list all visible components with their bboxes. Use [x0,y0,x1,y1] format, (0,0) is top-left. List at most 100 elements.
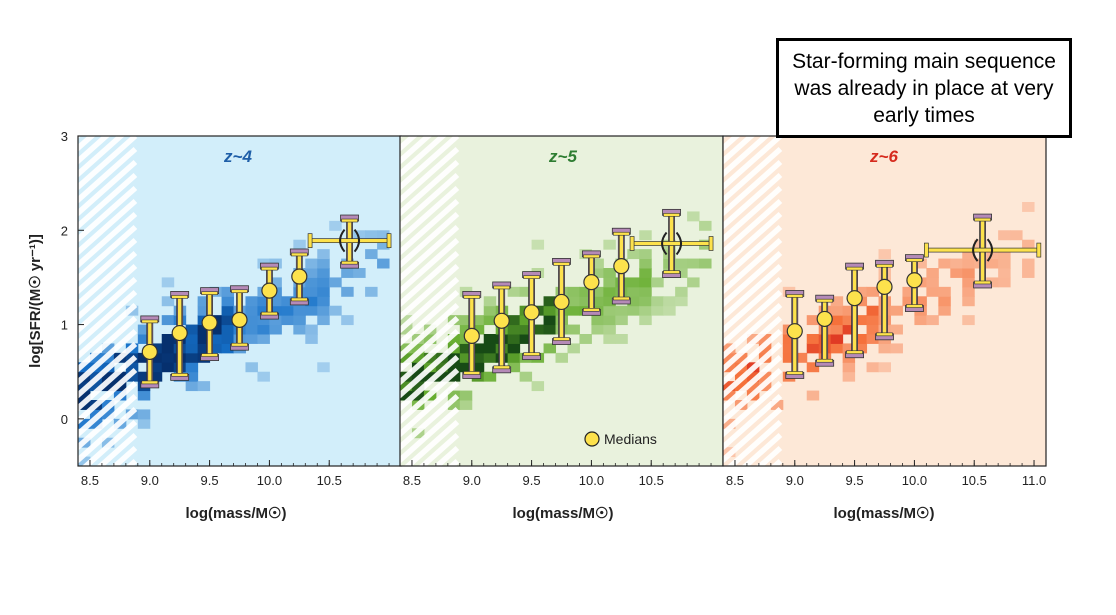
legend: Medians [584,431,657,447]
density-cell [723,418,736,429]
x-error-cap [1036,242,1042,258]
density-cell [639,268,652,278]
density-cell [675,268,688,278]
error-cap-inner [291,297,308,302]
y-ticks: 0 1 2 3 [61,129,84,427]
x-error-bar [631,241,712,246]
error-cap-inner [583,254,600,259]
hatch-stripe [403,419,460,466]
density-cell [471,324,485,335]
error-cap-inner [231,342,248,347]
density-cell [483,296,497,307]
hatch-stripe [770,458,783,466]
error-cap-inner [141,319,159,324]
median-point [785,290,805,379]
hatch-stripe [390,0,457,53]
density-cell [782,343,796,354]
density-cell [627,249,640,260]
error-cap-inner [171,295,188,299]
density-cell [197,324,211,335]
hatch-stripe [78,341,138,399]
density-cell [842,371,856,382]
callout-box: Star-forming main sequence was already i… [776,38,1072,138]
density-cell [639,286,652,297]
hatch-stripe [723,136,727,139]
density-cell [543,296,557,307]
hatch-stripe [78,276,138,334]
density-cell [962,258,975,269]
density-cell [950,258,963,269]
density-cell [507,315,521,326]
density-cell [78,362,91,373]
bracket-left [972,238,979,262]
density-cell [902,296,915,307]
density-cell [257,305,270,316]
density-cell [221,286,235,297]
density-cell [317,305,330,316]
hatch-stripe [68,0,135,53]
density-cell [377,258,390,269]
density-cell [209,343,223,354]
density-cell [269,277,282,288]
density-cell [1022,258,1035,269]
hatch-stripe [400,367,460,425]
x-tick-label: 8.5 [403,473,421,488]
density-cell [1022,202,1035,212]
density-cell [531,324,545,335]
hatch-stripe [78,328,138,386]
error-cap-inner [523,275,540,279]
density-cell [78,418,91,429]
density-cell [519,315,533,326]
density-cell [89,381,103,392]
density-cell [221,296,235,307]
density-cell [890,324,903,335]
density-cell [519,334,533,344]
error-cap-inner [906,304,923,308]
bracket-left [339,229,346,253]
density-cell [543,343,557,354]
hatch-stripe [723,136,770,178]
density-cell [591,296,604,307]
density-cell [305,258,318,269]
density-cell [938,305,951,316]
median-marker [291,268,308,285]
density-cell [998,277,1011,288]
density-cell [459,390,473,401]
density-cell [806,315,820,326]
density-cell [459,352,473,363]
x-tick-label: 10.0 [902,473,927,488]
density-cell [257,296,270,307]
hatch-stripe [68,513,135,573]
error-cap-inner [201,353,218,357]
x-tick-label: 9.0 [463,473,481,488]
error-bar-inner [852,268,857,353]
median-marker [493,312,510,329]
density-cell [257,371,270,382]
hatch-stripe [713,500,780,560]
density-cell [447,362,461,373]
hatch-stripe [713,19,780,79]
hatch-stripe [400,380,460,438]
hatch-stripe [713,32,780,92]
median-marker [523,304,540,321]
hatch-stripe [723,250,783,308]
median-point [905,254,924,312]
density-cell [353,268,366,278]
density-cell [603,277,616,288]
error-cap-inner [171,373,188,377]
x-axis-label: log(mass/M☉) [186,505,287,522]
density-cell [471,343,485,354]
density-cell [161,343,175,354]
median-markers [785,213,1042,379]
density-cell [377,239,390,250]
density-cell [329,220,342,231]
density-cell [615,315,628,326]
density-cell [341,268,354,278]
x-ticks: 8.5 9.0 9.5 10.0 10.5 11.0 [726,460,1046,488]
density-cell [723,390,736,401]
hatch-stripe [78,185,138,243]
density-cell [305,277,318,288]
hatch-stripe [400,289,460,347]
density-cell [723,352,736,363]
bracket-left [661,231,668,256]
